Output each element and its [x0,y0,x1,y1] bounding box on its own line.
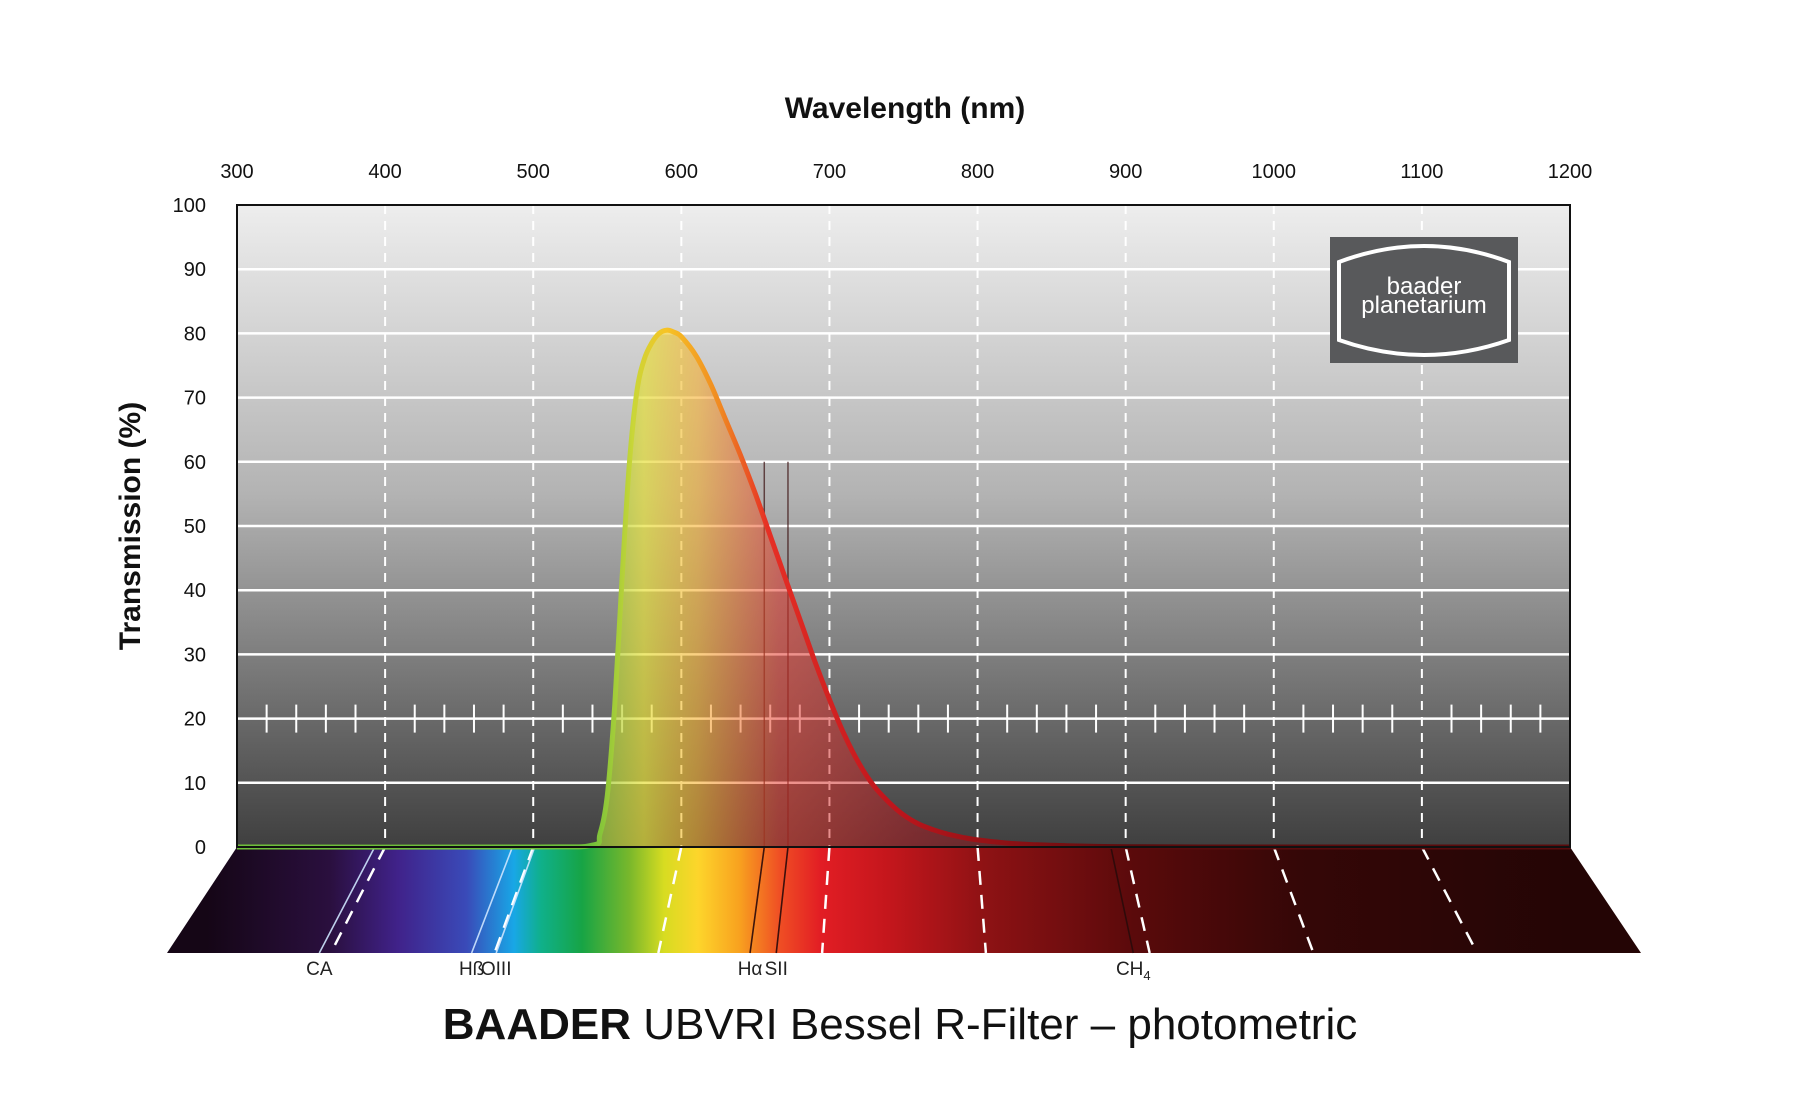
y-tick-label-10: 10 [184,773,206,795]
logo-line1: baader [1387,273,1462,300]
y-tick-label-30: 30 [184,644,206,666]
spectral-line-672 [775,846,789,954]
x-tick-label-1000: 1000 [1252,161,1297,183]
logo-box [1330,237,1518,363]
spectrum-floor [167,847,1641,953]
y-tick-label-60: 60 [184,452,206,474]
spectral-line-501 [495,846,536,954]
x-tick-label-800: 800 [961,161,994,183]
floor-line-1100 [1420,846,1479,954]
floor-line-400 [329,846,387,954]
spectral-line-656 [749,846,766,954]
x-tick-label-300: 300 [220,161,253,183]
y-tick-labels: 0 10 20 30 40 50 60 70 80 90 100 [173,195,206,859]
x-tick-label-500: 500 [517,161,550,183]
x-tick-label-1100: 1100 [1400,161,1443,183]
y-tick-label-0: 0 [195,837,206,859]
y-tick-label-90: 90 [184,259,206,281]
x-tick-labels: 300 400 500 600 700 800 900 1000 1100 1200 [220,161,1592,183]
y-tick-label-80: 80 [184,323,206,345]
floor-line-1000 [1272,846,1315,954]
y-axis-title: Transmission (%) [114,402,147,650]
spectral-line-label: CH4 [1116,959,1151,983]
spectral-line-label: Hα [738,959,763,980]
x-tick-label-700: 700 [813,161,846,183]
y-tick-label-40: 40 [184,580,206,602]
x-tick-label-400: 400 [368,161,401,183]
y-tick-label-50: 50 [184,516,206,538]
floor-line-600 [657,846,683,954]
curve-layer [236,327,1570,850]
y-tick-label-20: 20 [184,709,206,731]
spectral-line-label: SII [765,959,788,980]
chart-title-brand: BAADER [442,1000,631,1049]
transmission-curve-0 [236,327,1570,850]
spectral-line-486 [470,846,514,954]
chart-title: BAADER UBVRI Bessel R-Filter – photometr… [0,1000,1800,1050]
x-axis-title: Wavelength (nm) [785,92,1026,125]
logo-emblem-shape [1337,244,1511,357]
spectral-line-label: CA [306,959,333,980]
floor-line-800 [976,846,988,954]
x-tick-label-1200: 1200 [1548,161,1593,183]
y-tick-label-100: 100 [173,195,206,217]
spectral-line-393 [318,846,376,954]
spectral-line-label: OIII [481,959,512,980]
spectral-line-label: Hß [459,959,484,980]
floor-line-700 [820,846,831,954]
logo-line2: planetarium [1361,292,1486,319]
floor-gridlines [329,846,1479,954]
plot-frame [236,204,1571,848]
baader-logo: baader planetarium [1330,237,1518,363]
x-tick-label-600: 600 [665,161,698,183]
x-tick-label-900: 900 [1109,161,1142,183]
floor-line-500 [493,846,535,954]
floor-line-900 [1124,846,1151,954]
y-tick-label-70: 70 [184,388,206,410]
spectral-line-890 [1110,846,1135,954]
chart-title-text: UBVRI Bessel R-Filter – photometric [643,1000,1358,1049]
horizontal-gridlines [237,267,1570,785]
